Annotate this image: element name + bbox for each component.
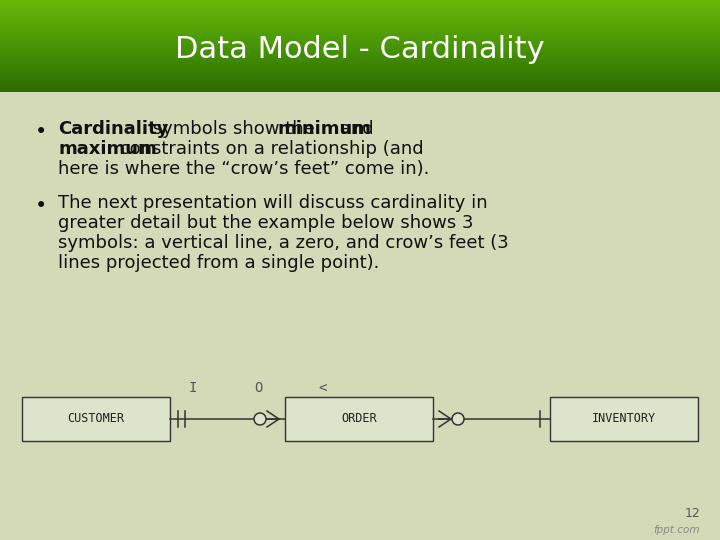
Text: constraints on a relationship (and: constraints on a relationship (and bbox=[114, 140, 424, 158]
Text: here is where the “crow’s feet” come in).: here is where the “crow’s feet” come in)… bbox=[58, 160, 429, 178]
Text: lines projected from a single point).: lines projected from a single point). bbox=[58, 254, 379, 272]
Circle shape bbox=[452, 413, 464, 425]
Circle shape bbox=[254, 413, 266, 425]
Text: symbols show the: symbols show the bbox=[147, 120, 320, 138]
Text: CUSTOMER: CUSTOMER bbox=[68, 413, 125, 426]
Text: maximum: maximum bbox=[58, 140, 157, 158]
Text: minimum: minimum bbox=[278, 120, 372, 138]
Text: INVENTORY: INVENTORY bbox=[592, 413, 656, 426]
Text: I: I bbox=[189, 381, 197, 395]
Text: O: O bbox=[254, 381, 262, 395]
Text: 12: 12 bbox=[684, 507, 700, 520]
Text: ORDER: ORDER bbox=[341, 413, 377, 426]
Text: and: and bbox=[334, 120, 374, 138]
Bar bbox=[285, 397, 433, 441]
Text: •: • bbox=[35, 196, 48, 216]
Bar bbox=[22, 397, 170, 441]
Text: •: • bbox=[35, 122, 48, 142]
Text: The next presentation will discuss cardinality in: The next presentation will discuss cardi… bbox=[58, 194, 487, 212]
Text: Data Model - Cardinality: Data Model - Cardinality bbox=[175, 36, 545, 64]
Text: symbols: a vertical line, a zero, and crow’s feet (3: symbols: a vertical line, a zero, and cr… bbox=[58, 234, 509, 252]
Text: fppt.com: fppt.com bbox=[654, 525, 700, 535]
Text: Cardinality: Cardinality bbox=[58, 120, 168, 138]
Text: greater detail but the example below shows 3: greater detail but the example below sho… bbox=[58, 214, 474, 232]
Bar bbox=[550, 397, 698, 441]
Text: <: < bbox=[319, 381, 327, 395]
